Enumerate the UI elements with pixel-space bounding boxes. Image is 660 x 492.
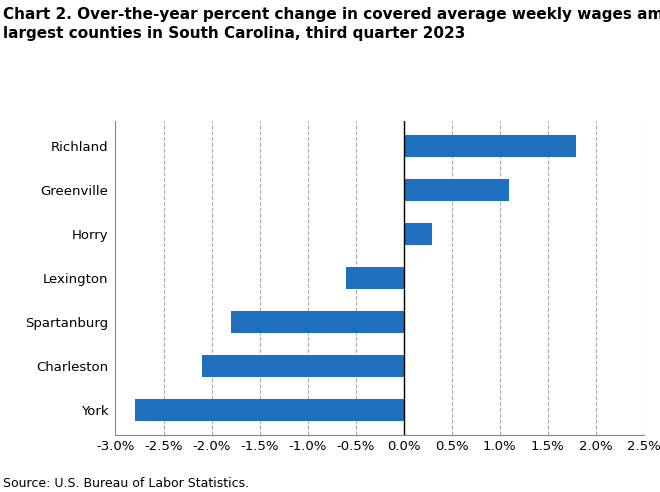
Text: Chart 2. Over-the-year percent change in covered average weekly wages among the
: Chart 2. Over-the-year percent change in… — [3, 7, 660, 41]
Bar — [403, 223, 432, 245]
Bar — [231, 311, 403, 333]
Bar — [346, 267, 403, 289]
Bar — [202, 355, 403, 377]
Bar — [135, 399, 403, 421]
Text: Source: U.S. Bureau of Labor Statistics.: Source: U.S. Bureau of Labor Statistics. — [3, 477, 249, 490]
Bar — [403, 135, 576, 157]
Bar — [403, 179, 509, 201]
